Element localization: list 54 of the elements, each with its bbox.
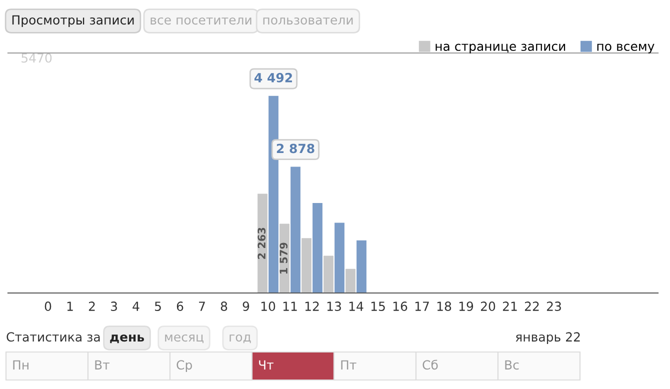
text: Чт (259, 360, 274, 370)
x-tick-label: 22 (524, 302, 539, 311)
x-tick-label: 12 (305, 302, 319, 311)
text: Вс (505, 360, 519, 370)
x-tick-label: 21 (502, 302, 517, 311)
bar (258, 194, 268, 293)
x-tick-label: 15 (371, 302, 385, 312)
text: месяц (165, 334, 204, 344)
text: Пт (341, 360, 356, 370)
bar (324, 256, 334, 293)
x-tick-label: 2 (88, 302, 95, 311)
x-tick-label: 20 (480, 302, 496, 312)
bar (346, 268, 356, 293)
bar (356, 240, 366, 293)
text: Сб (422, 360, 438, 370)
text: Пн (13, 360, 28, 370)
legend-label: на странице записи (436, 44, 566, 54)
x-tick-label: 4 (132, 302, 140, 311)
text: Статистика за (6, 332, 100, 342)
x-tick-label: 14 (349, 302, 364, 311)
bar (268, 96, 278, 293)
data-label: 2 263 (258, 228, 266, 259)
bar (334, 222, 344, 293)
data-label: 2 878 (276, 144, 314, 154)
legend-label: по всему (597, 44, 654, 54)
x-tick-label: 5 (154, 302, 161, 312)
x-tick-label: 3 (110, 302, 117, 312)
text: Вт (95, 360, 110, 370)
data-label: 4 492 (254, 72, 292, 82)
x-tick-label: 18 (437, 302, 452, 312)
text: Ср (176, 360, 192, 372)
data-label: 1 579 (280, 242, 288, 274)
x-tick-label: 16 (393, 302, 408, 312)
text: Просмотры записи (12, 15, 134, 28)
text: год (230, 334, 251, 344)
x-tick-label: 10 (261, 302, 276, 312)
text: январь 22 (516, 332, 580, 344)
x-tick-label: 6 (176, 302, 184, 312)
x-tick-label: 9 (242, 302, 250, 312)
x-tick-label: 13 (327, 302, 341, 312)
x-tick-label: 19 (459, 302, 474, 312)
x-tick-label: 11 (283, 302, 297, 311)
x-tick-label: 0 (44, 302, 52, 312)
bar (302, 238, 312, 293)
x-tick-label: 1 (67, 302, 73, 311)
x-tick-label: 17 (415, 302, 429, 311)
text: пользователи (263, 17, 353, 25)
bar (290, 166, 300, 293)
x-tick-label: 7 (199, 302, 205, 311)
text: день (110, 334, 144, 344)
text: все посетители (150, 17, 252, 25)
x-tick-label: 23 (546, 302, 561, 312)
bar (312, 203, 322, 293)
x-tick-label: 8 (220, 302, 228, 312)
